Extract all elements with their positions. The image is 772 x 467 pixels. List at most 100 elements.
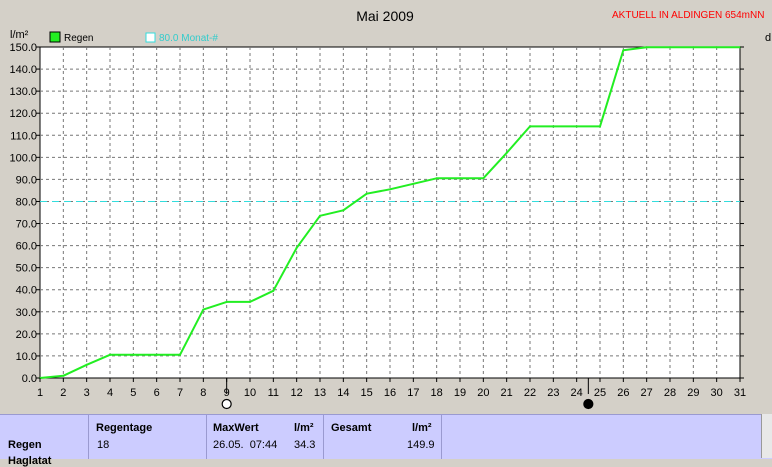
stats-separator — [88, 415, 89, 459]
chart-title: Mai 2009 — [356, 8, 414, 24]
x-tick-label: 6 — [154, 387, 160, 399]
x-tick-label: 31 — [734, 387, 746, 399]
series-point-regen — [365, 192, 368, 195]
series-point-regen — [225, 300, 228, 303]
y-axis-label: l/m² — [10, 29, 29, 41]
gesamt-header: Gesamt — [331, 422, 372, 434]
series-point-regen — [319, 214, 321, 217]
x-tick-label: 2 — [60, 387, 66, 399]
x-tick-label: 11 — [268, 387, 279, 399]
x-tick-label: 4 — [107, 387, 113, 399]
y-axis-right-label: d — [765, 32, 771, 44]
maxwert-date: 26.05. 07:44 — [213, 439, 278, 451]
maxwert-unit: l/m² — [294, 422, 314, 434]
stats-row-label-cut: Haglatat — [8, 455, 52, 467]
y-tick-label: 20.0 — [16, 329, 37, 341]
series-point-regen — [575, 125, 578, 128]
y-tick-label: 130.0 — [9, 86, 37, 98]
stats-separator — [441, 415, 442, 459]
series-point-regen — [715, 46, 718, 49]
series-point-regen — [342, 209, 345, 212]
maxwert-value: 34.3 — [294, 439, 316, 451]
x-tick-label: 26 — [617, 387, 629, 399]
x-tick-label: 14 — [337, 387, 349, 399]
x-tick-label: 28 — [664, 387, 676, 399]
x-tick-label: 18 — [431, 387, 443, 399]
y-tick-label: 60.0 — [16, 241, 37, 253]
series-point-regen — [179, 353, 181, 356]
series-layer — [39, 46, 741, 379]
series-point-regen — [505, 151, 508, 154]
series-point-regen — [645, 46, 648, 49]
series-point-regen — [529, 125, 531, 128]
series-point-regen — [202, 308, 205, 311]
series-point-regen — [599, 125, 601, 128]
series-point-regen — [552, 125, 555, 128]
x-tick-label: 30 — [711, 387, 723, 399]
x-tick-label: 15 — [361, 387, 373, 399]
maxwert-header: MaxWert — [213, 422, 259, 434]
x-tick-label: 10 — [244, 387, 256, 399]
x-tick-label: 12 — [291, 387, 303, 399]
x-tick-label: 20 — [477, 387, 489, 399]
x-tick-label: 7 — [177, 387, 183, 399]
series-point-regen — [622, 49, 625, 52]
legend-label-regen: Regen — [64, 33, 93, 44]
station-label: AKTUELL IN ALDINGEN 654mNN — [612, 10, 764, 21]
x-tick-label: 22 — [524, 387, 536, 399]
x-tick-label: 25 — [594, 387, 606, 399]
x-tick-label: 3 — [84, 387, 90, 399]
series-point-regen — [132, 353, 135, 356]
x-tick-label: 13 — [314, 387, 326, 399]
series-point-regen — [669, 46, 671, 49]
stats-separator — [206, 415, 207, 459]
moon-phase-markers — [221, 378, 594, 410]
full-moon-icon — [221, 398, 232, 410]
x-tick-label: 19 — [454, 387, 466, 399]
x-tick-label: 16 — [384, 387, 396, 399]
y-tick-label: 50.0 — [16, 263, 37, 275]
y-tick-label: 90.0 — [16, 174, 37, 186]
rain-chart: 1234567891011121314151617181920212223242… — [9, 8, 772, 410]
y-tick-label: 70.0 — [16, 219, 37, 231]
x-tick-label: 29 — [687, 387, 699, 399]
y-tick-label: 140.0 — [9, 64, 37, 76]
series-point-regen — [389, 188, 391, 191]
y-tick-label: 110.0 — [10, 130, 37, 142]
series-point-regen — [692, 46, 695, 49]
x-tick-label: 5 — [130, 387, 136, 399]
series-point-regen — [295, 246, 298, 249]
series-point-regen — [412, 182, 415, 185]
legend-swatch-reference — [145, 32, 156, 43]
panel-scrollbar[interactable] — [761, 414, 772, 458]
x-tick-label: 21 — [501, 387, 513, 399]
series-point-regen — [435, 177, 438, 180]
x-tick-label: 24 — [571, 387, 583, 399]
x-tick-label: 23 — [547, 387, 559, 399]
legend-label-reference: 80.0 Monat-# — [159, 33, 218, 44]
series-point-regen — [62, 374, 65, 377]
stats-separator — [323, 415, 324, 459]
y-tick-label: 0.0 — [22, 373, 37, 385]
statistics-panel: Regen Haglatat Regentage 18 MaxWert l/m²… — [0, 414, 772, 467]
series-point-regen — [272, 289, 275, 292]
gesamt-value: 149.9 — [407, 439, 435, 451]
legend-swatch-regen — [49, 31, 61, 43]
axes: 1234567891011121314151617181920212223242… — [9, 42, 746, 399]
y-tick-label: 10.0 — [16, 351, 37, 363]
series-point-regen — [155, 353, 158, 356]
gesamt-unit: l/m² — [412, 422, 432, 434]
y-tick-label: 30.0 — [16, 307, 37, 319]
x-tick-label: 17 — [407, 387, 419, 399]
y-tick-label: 40.0 — [16, 285, 37, 297]
y-tick-label: 100.0 — [9, 152, 37, 164]
series-point-regen — [482, 177, 485, 180]
series-point-regen — [249, 300, 251, 303]
x-tick-label: 1 — [37, 387, 43, 399]
x-tick-label: 8 — [200, 387, 206, 399]
series-point-regen — [459, 177, 461, 180]
new-moon-icon — [583, 398, 594, 410]
regentage-value: 18 — [97, 439, 110, 451]
series-point-regen — [85, 363, 88, 366]
y-tick-label: 120.0 — [9, 108, 37, 120]
